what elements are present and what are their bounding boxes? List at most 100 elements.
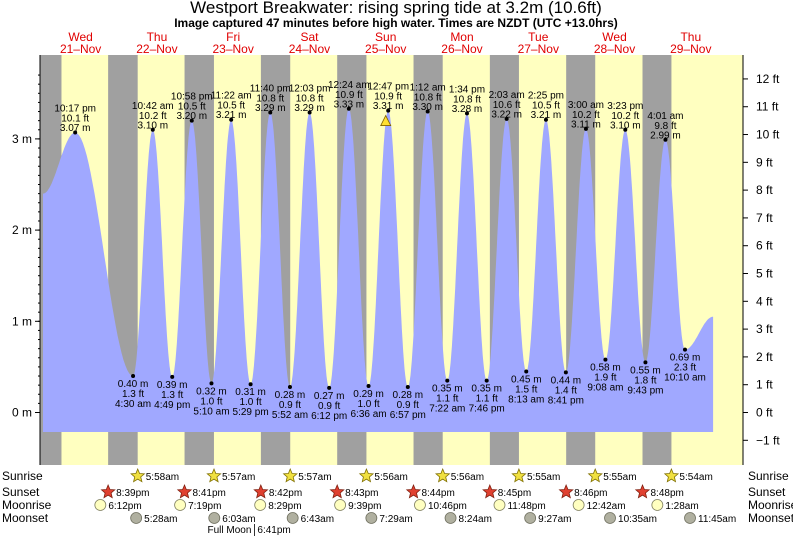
- high-ft: 9.8 ft: [654, 121, 676, 132]
- high-m: 3.29 m: [294, 103, 325, 114]
- extreme-dot: [366, 384, 371, 389]
- moonset-time: 11:45am: [698, 514, 736, 525]
- row-label-left-sunrise: Sunrise: [2, 469, 43, 483]
- moonset-time: 6:43am: [301, 514, 334, 525]
- moonset-icon: [130, 512, 143, 524]
- day-name: Fri: [226, 30, 240, 44]
- low-time: 6:36 am: [350, 409, 386, 420]
- sunrise-time: 5:56am: [451, 472, 484, 483]
- row-label-left-moonset: Moonset: [2, 511, 49, 525]
- high-time: 11:22 am: [211, 91, 252, 102]
- low-time: 5:52 am: [272, 410, 308, 421]
- low-m: 0.55 m: [630, 365, 661, 376]
- y-left-tick-label: 3 m: [12, 132, 32, 146]
- low-time: 8:13 am: [508, 394, 544, 405]
- day-date: 26–Nov: [441, 42, 482, 56]
- y-right-tick-label: 11 ft: [756, 100, 779, 114]
- row-label-right-sunrise: Sunrise: [748, 469, 789, 483]
- extreme-dot: [583, 126, 588, 131]
- moonset-icon: [365, 512, 378, 524]
- high-m: 2.99 m: [650, 130, 681, 141]
- row-label-left-sunset: Sunset: [2, 485, 40, 499]
- y-right-tick-label: 10 ft: [756, 128, 780, 142]
- moonrise-icon: [94, 499, 107, 511]
- high-time: 3:23 pm: [607, 101, 643, 112]
- extreme-dot: [484, 378, 489, 383]
- y-right-tick-label: 2 ft: [756, 350, 773, 364]
- low-ft: 0.9 ft: [397, 400, 419, 411]
- sunset-time: 8:48pm: [651, 488, 684, 499]
- low-m: 0.45 m: [511, 374, 542, 385]
- day-name: Sun: [375, 30, 396, 44]
- low-time: 7:22 am: [429, 404, 465, 415]
- sunrise-icon: [130, 467, 146, 483]
- extreme-dot: [504, 116, 509, 121]
- moonset-icon: [208, 512, 221, 524]
- high-m: 3.20 m: [176, 111, 207, 122]
- extreme-dot: [405, 384, 410, 389]
- y-right-tick-label: 0 ft: [756, 406, 773, 420]
- low-m: 0.29 m: [353, 389, 384, 400]
- low-m: 0.69 m: [670, 353, 701, 364]
- high-ft: 10.8 ft: [453, 94, 481, 105]
- sunset-time: 8:44pm: [421, 488, 454, 499]
- moonset-time: 10:35am: [618, 514, 657, 525]
- sunset-icon: [634, 483, 651, 499]
- extreme-dot: [170, 374, 175, 379]
- tide-area: [43, 108, 714, 433]
- day-date: 29–Nov: [670, 42, 711, 56]
- moonrise-time: 10:46pm: [428, 501, 467, 512]
- high-ft: 10.6 ft: [493, 100, 521, 111]
- moonrise-time: 11:48pm: [507, 501, 545, 512]
- y-right-tick-label: 8 ft: [756, 183, 773, 197]
- axes: 0 m 1 m 2 m 3 m −1 ft 0 ft 1 ft 2 ft 3 ft 4 ft 5 f…: [12, 55, 780, 465]
- extreme-dot: [464, 111, 469, 116]
- sunset-icon: [329, 483, 345, 499]
- moonrise-icon: [493, 499, 506, 511]
- low-ft: 1.4 ft: [555, 385, 577, 396]
- moonrise-icon: [572, 499, 585, 511]
- low-m: 0.40 m: [118, 379, 149, 390]
- low-ft: 1.9 ft: [594, 373, 616, 384]
- low-ft: 1.3 ft: [161, 390, 183, 401]
- sunrise-time: 5:54am: [679, 472, 712, 483]
- extreme-dot: [425, 109, 430, 114]
- extreme-dot: [268, 110, 273, 115]
- high-m: 3.33 m: [334, 99, 365, 110]
- high-time: 10:58 pm: [171, 92, 213, 103]
- day-name: Wed: [68, 30, 92, 44]
- moonrise-time: 1:28am: [665, 501, 698, 512]
- low-ft: 1.5 ft: [515, 384, 537, 395]
- low-m: 0.35 m: [432, 384, 463, 395]
- sunrise-icon: [511, 467, 527, 483]
- low-time: 10:10 am: [664, 373, 706, 384]
- sunset-time: 8:45pm: [498, 488, 531, 499]
- sunrise-time: 5:55am: [603, 472, 636, 483]
- low-ft: 1.0 ft: [200, 396, 222, 407]
- chart-subtitle: Image captured 47 minutes before high wa…: [174, 16, 618, 30]
- moonrise-icon: [334, 499, 347, 511]
- row-label-left-moonrise: Moonrise: [2, 498, 52, 512]
- low-m: 0.32 m: [196, 386, 227, 397]
- day-name: Thu: [147, 30, 168, 44]
- high-m: 3.07 m: [60, 123, 91, 134]
- high-time: 12:24 am: [328, 80, 370, 91]
- y-right-tick-label: 1 ft: [756, 378, 773, 392]
- high-ft: 10.1 ft: [61, 114, 89, 125]
- high-m: 3.21 m: [531, 110, 562, 121]
- day-date: 25–Nov: [365, 42, 406, 56]
- moonrise-time: 7:19pm: [188, 501, 221, 512]
- sunrise-icon: [663, 467, 680, 483]
- sunrise-icon: [358, 467, 375, 483]
- day-name: Wed: [602, 30, 626, 44]
- low-ft: 1.0 ft: [357, 399, 379, 410]
- day-date: 24–Nov: [289, 42, 330, 56]
- sunrise-icon: [434, 467, 451, 483]
- extreme-dot: [563, 370, 568, 375]
- extreme-dot: [307, 110, 312, 115]
- moonrise-icon: [651, 499, 664, 511]
- extreme-dot: [682, 347, 687, 352]
- low-time: 9:43 pm: [627, 385, 663, 396]
- extreme-dot: [623, 127, 628, 132]
